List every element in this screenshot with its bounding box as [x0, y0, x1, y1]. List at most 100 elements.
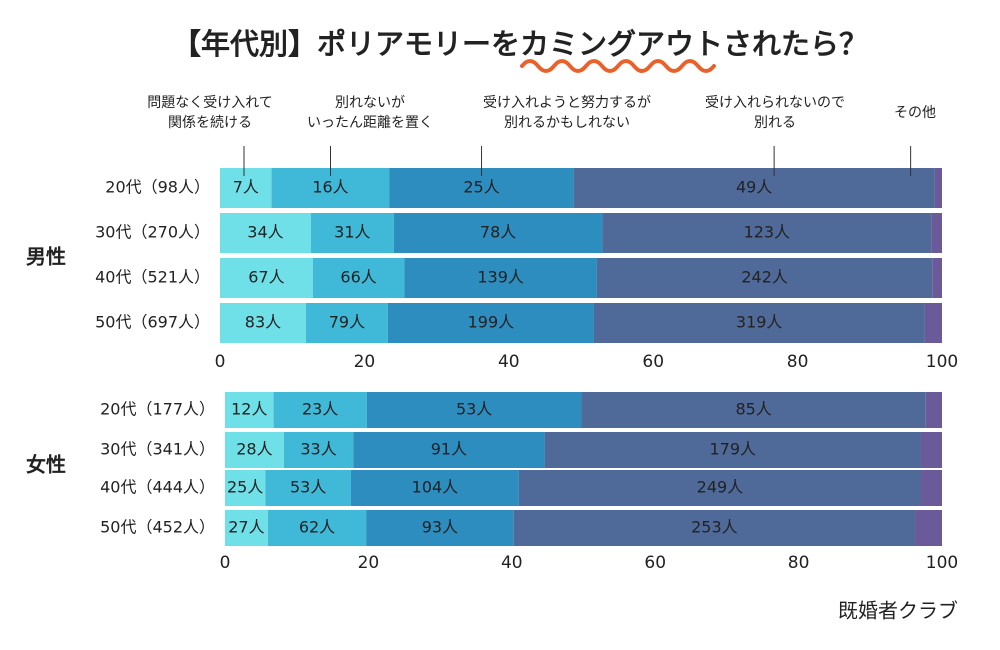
data-label: 53人 [290, 478, 326, 497]
page-title: 【年代別】ポリアモリーをカミングアウトされたら？ [172, 27, 868, 61]
bar-segment [932, 258, 942, 298]
bar-segment [544, 432, 921, 468]
data-label: 23人 [302, 400, 338, 419]
y-tick-label: 20代（98人） [105, 178, 210, 197]
bar-segment [273, 392, 367, 428]
data-label: 253人 [691, 518, 738, 537]
bar-segment [225, 510, 268, 546]
bar-segment [518, 470, 922, 506]
group-label: 女性 [26, 453, 66, 477]
data-label: 85人 [735, 400, 771, 419]
bar-segment [366, 510, 514, 546]
data-label: 139人 [477, 268, 524, 287]
data-label: 31人 [334, 223, 370, 242]
bar-segment [573, 168, 935, 208]
data-label: 249人 [697, 478, 744, 497]
bar-segment [596, 258, 933, 298]
data-label: 12人 [231, 400, 267, 419]
title-underline [520, 59, 716, 73]
x-tick-label: 80 [787, 352, 809, 372]
data-label: 242人 [741, 268, 788, 287]
x-tick-label: 0 [220, 553, 231, 573]
data-label: 66人 [340, 268, 376, 287]
bar-segment [220, 303, 306, 343]
bar-segment [921, 470, 942, 506]
bar-segment [305, 303, 388, 343]
x-tick-label: 80 [788, 553, 810, 573]
x-tick-label: 40 [498, 352, 520, 372]
data-label: 7人 [233, 178, 259, 197]
data-label: 28人 [236, 440, 272, 459]
data-label: 319人 [736, 313, 783, 332]
y-tick-label: 50代（452人） [100, 518, 215, 537]
x-tick-label: 20 [354, 352, 376, 372]
y-tick-label: 50代（697人） [95, 313, 210, 332]
legend-label: 受け入れようと努力するが 別れるかもしれない [483, 95, 651, 131]
bar-segment [312, 258, 405, 298]
bar-segment [350, 470, 519, 506]
bar-segment [581, 392, 926, 428]
bar-segment [602, 213, 932, 253]
bar-segment [220, 168, 272, 208]
data-label: 33人 [300, 440, 336, 459]
bar-segment [225, 432, 284, 468]
bar-segment [393, 213, 603, 253]
bar-segment [366, 392, 582, 428]
data-label: 16人 [312, 178, 348, 197]
data-label: 25人 [463, 178, 499, 197]
data-label: 49人 [736, 178, 772, 197]
bar-segment [225, 392, 274, 428]
legend-label: 別れないが いったん距離を置く [307, 95, 433, 131]
data-label: 83人 [245, 313, 281, 332]
legend-label: 受け入れられないので 別れる [705, 95, 845, 131]
bar-segment [265, 470, 351, 506]
y-tick-label: 40代（444人） [100, 478, 215, 497]
x-tick-label: 100 [926, 352, 958, 372]
legend-label: 問題なく受け入れて 関係を続ける [147, 95, 273, 131]
bar-segment [220, 258, 313, 298]
data-label: 104人 [412, 478, 459, 497]
data-label: 25人 [227, 478, 263, 497]
group-label: 男性 [26, 245, 66, 269]
x-tick-label: 100 [926, 553, 958, 573]
bar-segment [404, 258, 597, 298]
data-label: 27人 [228, 518, 264, 537]
data-label: 62人 [299, 518, 335, 537]
data-label: 78人 [480, 223, 516, 242]
source: 既婚者クラブ [838, 599, 958, 623]
data-label: 123人 [744, 223, 791, 242]
data-label: 67人 [248, 268, 284, 287]
bar-segment [513, 510, 916, 546]
data-label: 34人 [247, 223, 283, 242]
bar-segment [283, 432, 354, 468]
bar-segment [310, 213, 394, 253]
y-tick-label: 30代（341人） [100, 440, 215, 459]
y-tick-label: 20代（177人） [100, 400, 215, 419]
bar-segment [225, 470, 266, 506]
x-tick-label: 60 [642, 352, 664, 372]
legend-label: その他 [894, 105, 936, 121]
y-tick-label: 40代（521人） [95, 268, 210, 287]
x-tick-label: 60 [644, 553, 666, 573]
bar-segment [267, 510, 367, 546]
data-label: 199人 [468, 313, 515, 332]
bar-segment [353, 432, 545, 468]
bar-segment [220, 213, 311, 253]
x-tick-label: 0 [215, 352, 226, 372]
data-label: 53人 [456, 400, 492, 419]
data-label: 79人 [329, 313, 365, 332]
data-label: 179人 [710, 440, 757, 459]
data-label: 93人 [422, 518, 458, 537]
bar-segment [915, 510, 942, 546]
bar-segment [593, 303, 925, 343]
bar-segment [934, 168, 942, 208]
bar-segment [920, 432, 942, 468]
y-tick-label: 30代（270人） [95, 223, 210, 242]
bar-segment [931, 213, 942, 253]
x-tick-label: 40 [501, 553, 523, 573]
x-tick-label: 20 [358, 553, 380, 573]
bar-segment [925, 392, 942, 428]
data-label: 91人 [431, 440, 467, 459]
